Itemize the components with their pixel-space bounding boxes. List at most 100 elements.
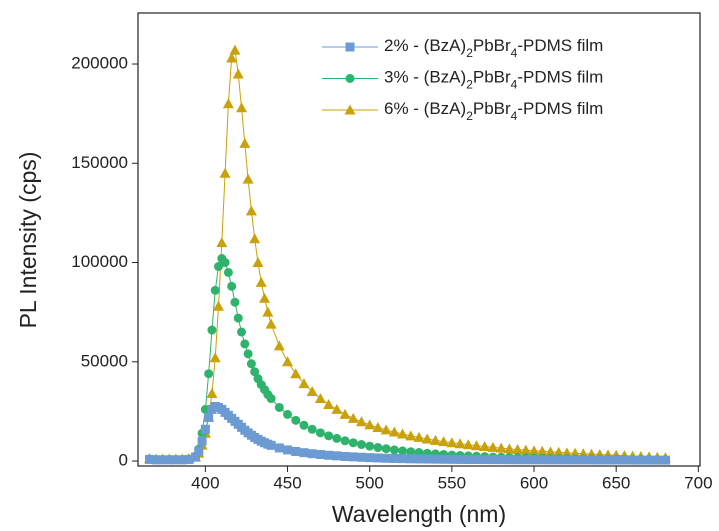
marker (220, 258, 230, 268)
marker (344, 104, 356, 115)
marker (324, 450, 334, 460)
marker (389, 453, 399, 463)
marker (242, 173, 254, 184)
legend-text-part: 2 (466, 109, 473, 123)
marker (471, 440, 483, 451)
legend-text-part: 4 (511, 109, 518, 123)
marker (520, 444, 532, 455)
marker (290, 368, 302, 379)
marker (562, 455, 572, 465)
marker (345, 42, 355, 52)
marker (512, 444, 524, 455)
marker (373, 443, 383, 453)
marker (236, 102, 248, 113)
marker (314, 393, 326, 404)
marker (245, 205, 257, 216)
marker (373, 453, 383, 463)
marker (315, 428, 325, 438)
marker (529, 455, 539, 465)
marker (345, 74, 355, 83)
marker (229, 44, 241, 55)
x-tick-label: 400 (191, 473, 219, 492)
marker (306, 386, 318, 397)
marker (252, 257, 264, 268)
marker (380, 424, 392, 435)
marker (544, 446, 556, 457)
marker (364, 419, 376, 430)
marker (171, 455, 181, 465)
legend-text-part: PbBr (473, 68, 511, 87)
marker (365, 441, 375, 451)
marker (216, 237, 228, 248)
marker (537, 455, 547, 465)
legend-text-part: PbBr (473, 36, 511, 55)
legend-text-part: -PDMS film (517, 99, 603, 118)
marker (603, 455, 613, 465)
marker (298, 378, 310, 389)
marker (266, 394, 276, 404)
y-axis-title: PL Intensity (cps) (15, 152, 41, 329)
marker (479, 441, 491, 452)
marker (406, 454, 416, 464)
marker (636, 455, 646, 465)
series (145, 401, 670, 465)
legend-text-part: -PDMS film (517, 36, 603, 55)
marker (430, 454, 440, 464)
y-tick-label: 200000 (71, 54, 128, 73)
marker (496, 455, 506, 465)
marker (578, 455, 588, 465)
y-tick-label: 50000 (81, 351, 128, 370)
marker (184, 454, 194, 464)
x-tick-label: 700 (684, 473, 712, 492)
y-tick-label: 150000 (71, 153, 128, 172)
marker (214, 261, 224, 271)
marker (472, 455, 482, 465)
x-tick-label: 650 (602, 473, 630, 492)
marker (227, 281, 237, 291)
marker (145, 454, 155, 464)
marker (480, 455, 490, 465)
marker (283, 445, 293, 455)
x-tick-label: 550 (438, 473, 466, 492)
marker (429, 434, 441, 445)
marker (504, 455, 514, 465)
marker (652, 455, 662, 465)
marker (528, 445, 540, 456)
marker (210, 285, 220, 295)
marker (274, 443, 284, 453)
marker (406, 447, 416, 457)
legend-text-part: 4 (511, 46, 518, 60)
marker (503, 443, 515, 454)
y-tick-label: 0 (119, 451, 128, 470)
x-tick-label: 500 (356, 473, 384, 492)
legend-text-part: 2 (466, 46, 473, 60)
marker (207, 325, 217, 335)
marker (243, 349, 253, 359)
marker (274, 402, 284, 412)
marker (239, 137, 251, 148)
marker (536, 445, 548, 456)
marker (372, 421, 384, 432)
marker (388, 426, 400, 437)
legend-text: 6% - (BzA)2PbBr4-PDMS film (384, 99, 603, 123)
legend-text: 3% - (BzA)2PbBr4-PDMS film (384, 68, 603, 92)
marker (299, 420, 309, 430)
marker (255, 276, 267, 287)
marker (348, 438, 358, 448)
marker (191, 452, 201, 462)
marker (381, 444, 391, 454)
legend-text-part: 6% - (BzA) (384, 99, 466, 118)
marker (230, 297, 240, 307)
marker (644, 455, 654, 465)
marker (389, 445, 399, 455)
marker (561, 447, 573, 458)
marker (213, 300, 225, 311)
marker (331, 403, 343, 414)
marker (194, 446, 204, 456)
marker (223, 267, 233, 277)
marker (487, 441, 499, 452)
marker (398, 454, 408, 464)
marker (513, 455, 523, 465)
legend-text: 2% - (BzA)2PbBr4-PDMS film (384, 36, 603, 60)
